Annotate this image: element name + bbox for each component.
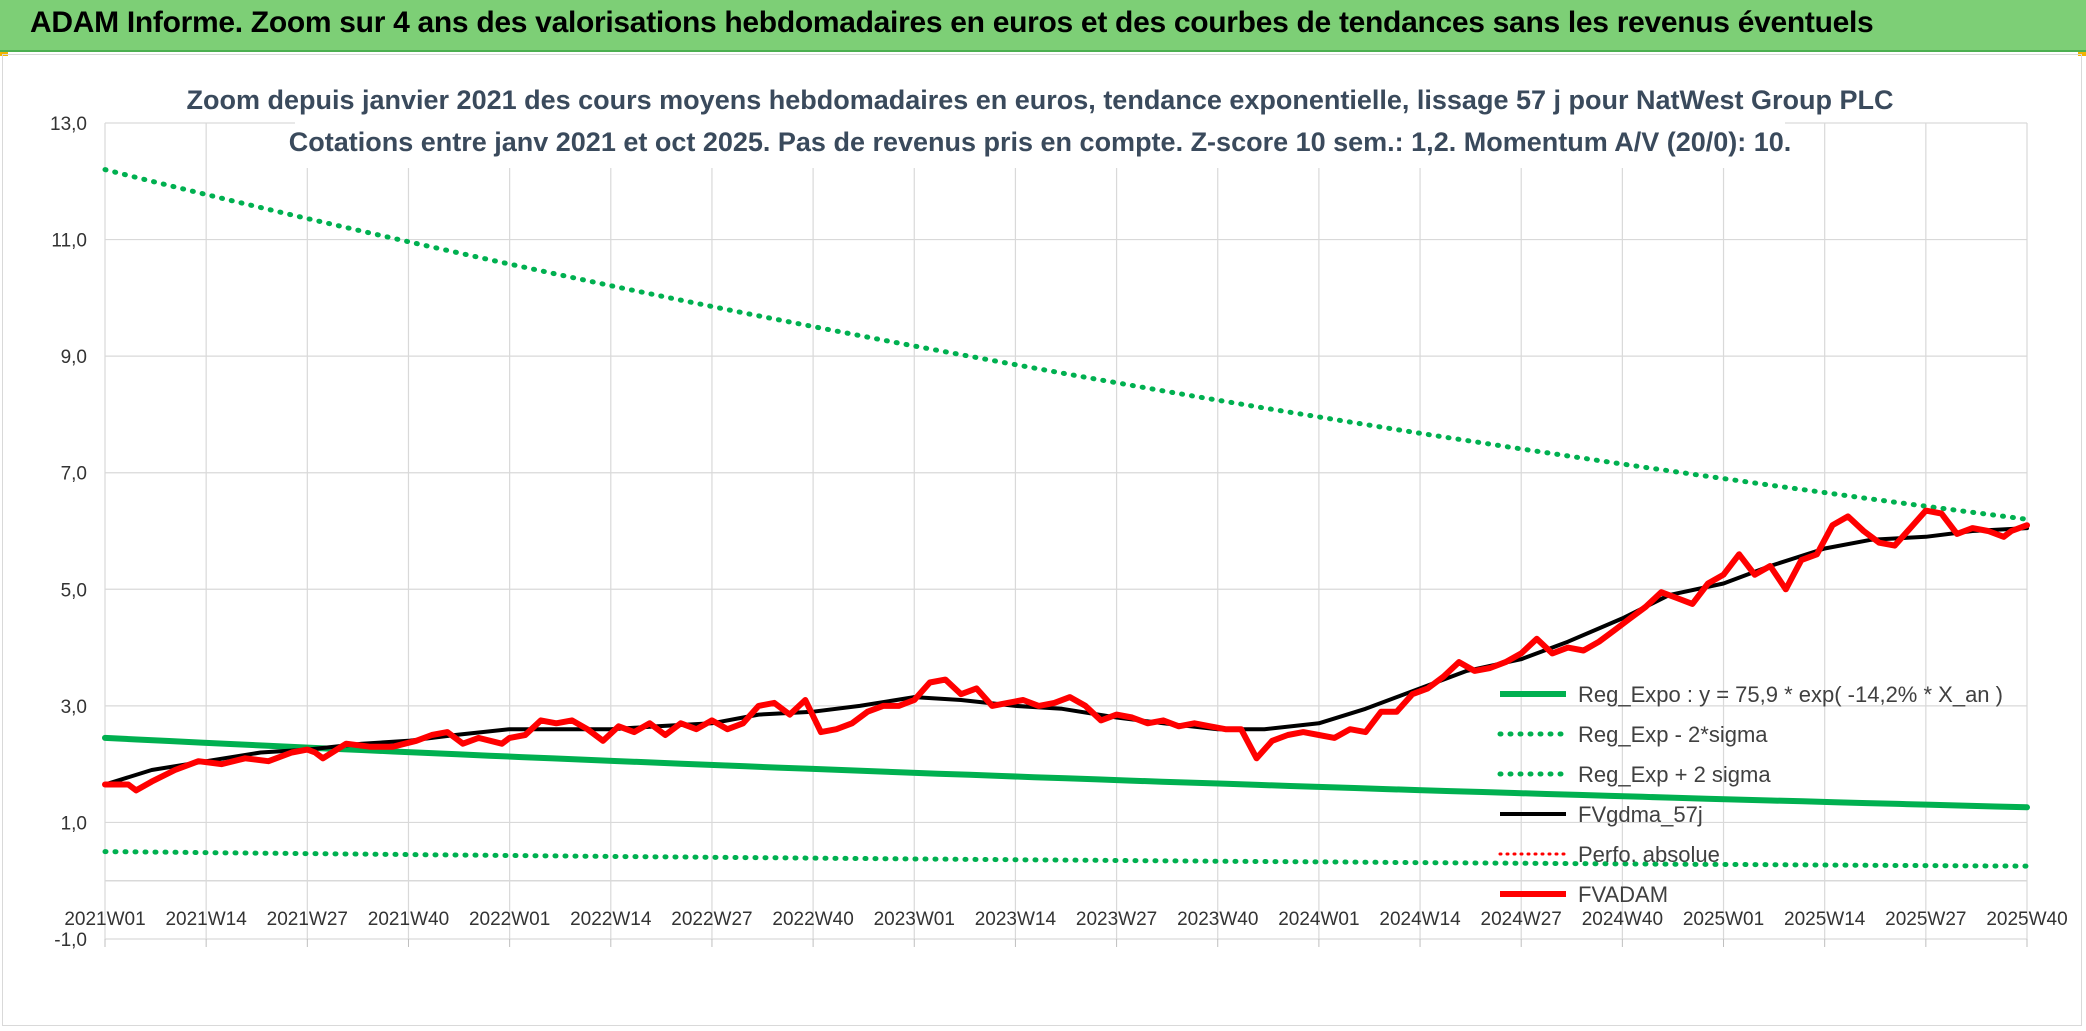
report-header: ADAM Informe. Zoom sur 4 ans des valoris…: [0, 0, 2086, 52]
x-tick-label: 2024W40: [1582, 909, 1663, 930]
x-tick-label: 2025W27: [1885, 909, 1966, 930]
chart-frame: [2, 54, 2082, 1026]
y-tick-label: 1,0: [61, 813, 87, 834]
x-tick-label: 2024W01: [1278, 909, 1359, 930]
x-tick-label: 2022W40: [772, 909, 853, 930]
x-tick-label: 2025W40: [1986, 909, 2067, 930]
report-title: ADAM Informe. Zoom sur 4 ans des valoris…: [30, 6, 1874, 39]
chart-titles: Zoom depuis janvier 2021 des cours moyen…: [187, 78, 1894, 168]
y-tick-label: 9,0: [61, 347, 87, 368]
series-reg: [102, 734, 2030, 811]
x-tick-label: 2021W27: [267, 909, 348, 930]
legend-label-reg: Reg_Expo : y = 75,9 * exp( -14,2% * X_an…: [1578, 682, 2003, 707]
x-tick-label: 2025W14: [1784, 909, 1866, 930]
legend-label-ma: FVgdma_57j: [1578, 802, 1703, 827]
chart-title-bg: [295, 78, 1785, 168]
y-tick-label: 7,0: [61, 464, 87, 485]
y-tick-label: 3,0: [61, 697, 87, 718]
x-tick-label: 2021W01: [64, 909, 145, 930]
series-fv: [102, 507, 2030, 794]
x-tick-label: 2022W27: [671, 909, 752, 930]
y-tick-label: 11,0: [51, 231, 87, 252]
legend-label-perf: Perfo. absolue: [1578, 842, 1720, 867]
x-tick-label: 2023W27: [1076, 909, 1157, 930]
y-tick-label: 5,0: [61, 580, 87, 601]
x-tick-label: 2025W01: [1683, 909, 1764, 930]
series-low: [102, 849, 2030, 869]
legend: Reg_Expo : y = 75,9 * exp( -14,2% * X_an…: [1497, 682, 2003, 907]
x-tick-label: 2022W01: [469, 909, 550, 930]
x-tick-label: 2021W14: [165, 909, 247, 930]
x-tick-label: 2024W27: [1481, 909, 1562, 930]
series-high: [102, 167, 2030, 522]
x-tick-label: 2023W14: [975, 909, 1057, 930]
axes: -1,0 1,0 3,0 5,0 7,0 9,0 11,0 13,0 2021W01 2021W1…: [50, 114, 2068, 951]
y-tick-label: 13,0: [50, 114, 87, 135]
grid-lines: [104, 122, 2028, 940]
legend-label-low: Reg_Exp - 2*sigma: [1578, 722, 1768, 747]
legend-label-fv: FVADAM: [1578, 882, 1668, 907]
legend-label-high: Reg_Exp + 2 sigma: [1578, 762, 1771, 787]
series-lines: [102, 167, 2030, 869]
header-corner-right: [2078, 52, 2086, 56]
x-tick-label: 2023W40: [1177, 909, 1258, 930]
x-tick-label: 2022W14: [570, 909, 652, 930]
x-tick-label: 2021W40: [368, 909, 449, 930]
chart-title-line-1: Zoom depuis janvier 2021 des cours moyen…: [187, 85, 1894, 115]
x-tick-label: 2023W01: [874, 909, 955, 930]
x-tick-label: 2024W14: [1379, 909, 1461, 930]
y-tick-label: -1,0: [54, 930, 87, 951]
chart-title-line-2: Cotations entre janv 2021 et oct 2025. P…: [289, 127, 1792, 157]
